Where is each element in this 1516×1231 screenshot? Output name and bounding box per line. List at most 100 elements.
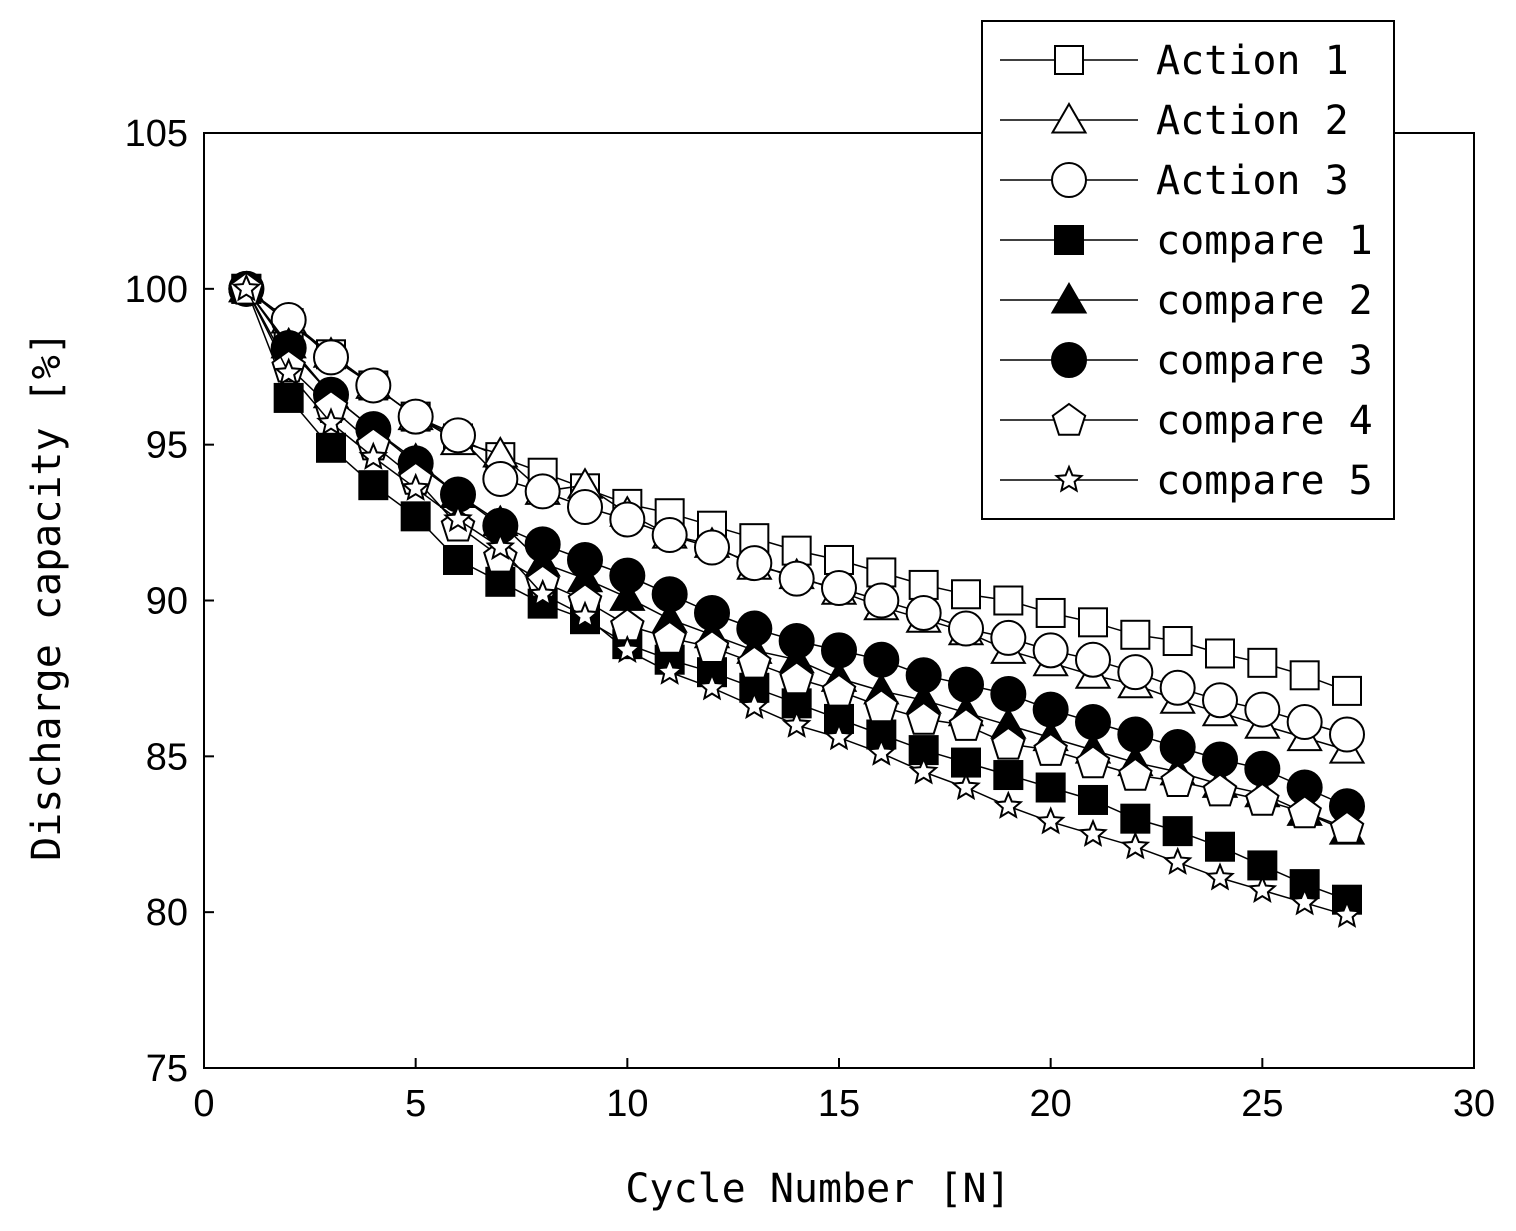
- data-point: [906, 701, 941, 735]
- y-tick-label: 80: [146, 892, 188, 934]
- data-point: [991, 726, 1026, 760]
- data-point: [1035, 806, 1066, 835]
- legend-item: compare 3: [1000, 338, 1373, 384]
- data-point: [1078, 818, 1108, 847]
- data-point: [908, 756, 939, 785]
- legend-label: compare 2: [1156, 278, 1373, 324]
- y-tick-label: 75: [146, 1048, 188, 1090]
- data-point: [524, 473, 561, 510]
- y-tick-label: 105: [125, 113, 188, 155]
- data-point: [1160, 764, 1195, 797]
- data-point: [739, 690, 770, 720]
- legend-item: compare 5: [1000, 458, 1373, 504]
- y-tick-label: 100: [125, 269, 188, 311]
- data-point: [905, 657, 942, 694]
- data-point: [1205, 638, 1235, 669]
- data-point: [273, 357, 304, 386]
- data-point: [697, 672, 727, 701]
- data-point: [948, 610, 984, 647]
- data-point: [1205, 831, 1235, 862]
- data-point: [440, 417, 476, 454]
- data-point: [779, 661, 814, 695]
- data-point: [1162, 846, 1193, 875]
- data-point: [651, 517, 688, 554]
- data-point: [863, 582, 900, 619]
- y-axis-ticks: 75 80 85 90 95 100 105: [125, 113, 214, 1090]
- x-tick-label: 5: [405, 1083, 426, 1125]
- data-point: [694, 594, 730, 631]
- data-point: [400, 501, 431, 532]
- data-point: [905, 594, 942, 631]
- y-axis-title: Discharge capacity [%]: [24, 331, 70, 861]
- data-point: [821, 570, 857, 607]
- data-point: [1033, 732, 1068, 766]
- x-axis-ticks: 0 5 10 15 20 25 30: [193, 1058, 1495, 1125]
- data-point: [1244, 691, 1281, 728]
- data-point: [824, 721, 854, 751]
- series-action-3: [228, 270, 1365, 753]
- data-point: [1117, 654, 1154, 691]
- y-tick-label: 85: [146, 736, 188, 778]
- data-point: [654, 656, 685, 685]
- data-point: [990, 619, 1027, 656]
- data-point: [778, 623, 815, 660]
- data-point: [736, 610, 773, 647]
- data-point: [316, 407, 346, 436]
- data-point: [652, 620, 687, 654]
- series-compare-4: [229, 271, 1365, 844]
- data-point: [1202, 741, 1238, 778]
- legend-label: compare 5: [1156, 458, 1373, 504]
- data-point: [1247, 874, 1278, 904]
- data-point: [1329, 716, 1365, 753]
- data-point: [993, 585, 1024, 616]
- x-tick-label: 10: [606, 1083, 648, 1125]
- series-layer: [228, 270, 1366, 928]
- data-point: [1202, 773, 1238, 807]
- data-point: [570, 600, 600, 629]
- data-point: [1035, 772, 1066, 803]
- legend-marker: [1050, 282, 1088, 314]
- data-point: [609, 501, 646, 538]
- data-point: [1120, 831, 1151, 860]
- legend-marker: [1054, 464, 1084, 493]
- data-point: [1245, 782, 1280, 816]
- data-point: [443, 503, 473, 533]
- data-point: [1075, 745, 1111, 779]
- x-tick-label: 30: [1453, 1083, 1495, 1125]
- data-point: [400, 472, 431, 501]
- x-axis-title: Cycle Number [N]: [625, 1166, 1010, 1212]
- legend-marker: [1051, 162, 1087, 198]
- data-point: [908, 569, 939, 600]
- data-point: [483, 539, 518, 573]
- data-point: [1332, 675, 1362, 706]
- data-point: [951, 579, 981, 610]
- data-point: [864, 689, 899, 723]
- data-point: [1159, 728, 1196, 765]
- data-point: [866, 737, 897, 766]
- data-point: [990, 676, 1027, 712]
- data-point: [1247, 850, 1278, 881]
- data-point: [1287, 795, 1322, 829]
- y-tick-label: 95: [146, 425, 188, 467]
- data-point: [824, 544, 854, 575]
- data-point: [1032, 691, 1069, 728]
- data-point: [231, 273, 262, 302]
- x-tick-label: 15: [818, 1083, 860, 1125]
- data-point: [781, 709, 812, 738]
- legend-label: compare 1: [1156, 218, 1373, 264]
- legend-item: compare 2: [1000, 278, 1373, 324]
- legend-marker: [1051, 342, 1087, 378]
- legend-label: Action 2: [1156, 98, 1349, 144]
- data-point: [358, 441, 389, 470]
- data-point: [1035, 597, 1066, 628]
- data-point: [273, 382, 304, 413]
- legend-marker: [1051, 402, 1087, 436]
- data-point: [1332, 899, 1362, 928]
- data-point: [651, 576, 688, 613]
- data-point: [443, 544, 473, 575]
- legend: Action 1 Action 2 Action 3 compare 1 compare…: [981, 20, 1395, 520]
- x-tick-label: 25: [1241, 1083, 1283, 1125]
- legend-box: [981, 20, 1395, 520]
- data-point: [527, 578, 558, 607]
